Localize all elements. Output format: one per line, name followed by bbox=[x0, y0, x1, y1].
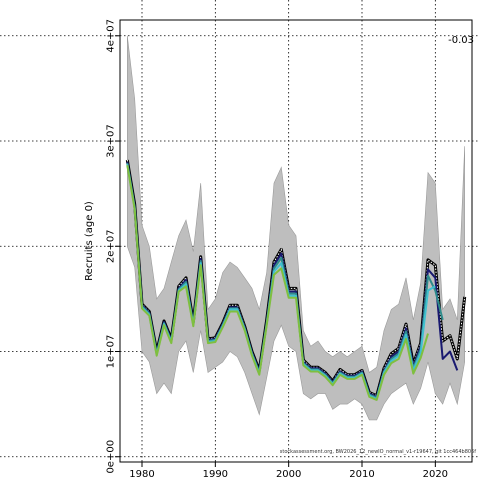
y-tick-label: 3e+07 bbox=[106, 124, 117, 158]
series-line-4 bbox=[126, 165, 429, 401]
x-axis: 1980 1990 2000 2010 2020 bbox=[129, 462, 448, 480]
x-tick-label: 1990 bbox=[203, 469, 228, 480]
y-tick-label: 4e+07 bbox=[106, 19, 117, 53]
grid-lines bbox=[0, 0, 480, 462]
run-caption: stockassessment.org, BW2026_12_newIO_nor… bbox=[280, 449, 476, 455]
value-annotation: -0.03 bbox=[448, 35, 474, 46]
confidence-band bbox=[127, 35, 466, 421]
x-tick-label: 2020 bbox=[423, 469, 448, 480]
series-line-0-dash bbox=[126, 159, 466, 397]
y-axis: 0e+00 1e+07 2e+07 3e+07 4e+07 bbox=[106, 19, 120, 474]
plot-frame bbox=[119, 19, 473, 463]
series-lines bbox=[125, 159, 467, 401]
x-tick-label: 1980 bbox=[129, 469, 154, 480]
x-tick-label: 2000 bbox=[276, 469, 301, 480]
y-axis-title: Recruits (age 0) bbox=[84, 201, 95, 281]
y-tick-label: 2e+07 bbox=[106, 229, 117, 263]
y-tick-label: 0e+00 bbox=[106, 440, 117, 474]
y-tick-label: 1e+07 bbox=[106, 335, 117, 369]
confidence-band-area bbox=[127, 35, 466, 421]
x-tick-label: 2010 bbox=[349, 469, 374, 480]
